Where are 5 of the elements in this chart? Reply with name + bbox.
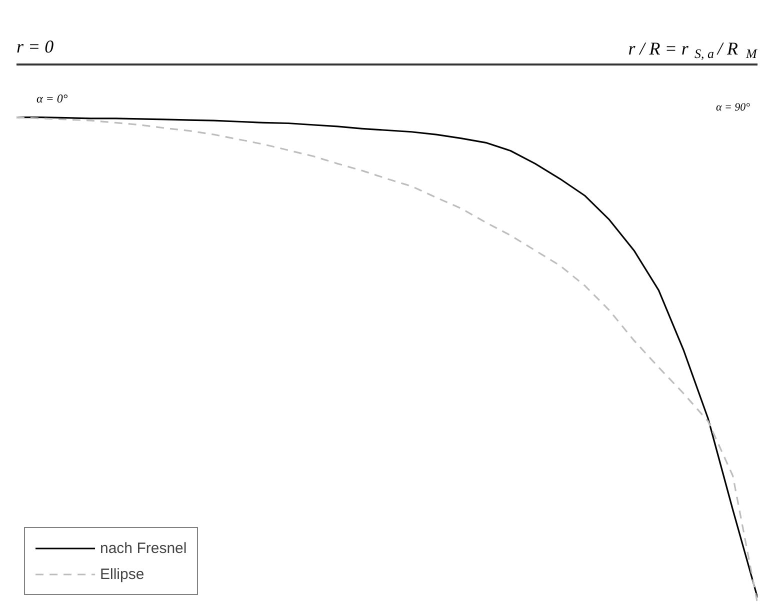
legend-label: nach Fresnel (100, 540, 187, 556)
legend-label: Ellipse (100, 566, 144, 582)
text: r = 0 (16, 36, 54, 56)
annotation: α = 0° (36, 92, 68, 106)
annotation: α = 90° (716, 102, 751, 114)
